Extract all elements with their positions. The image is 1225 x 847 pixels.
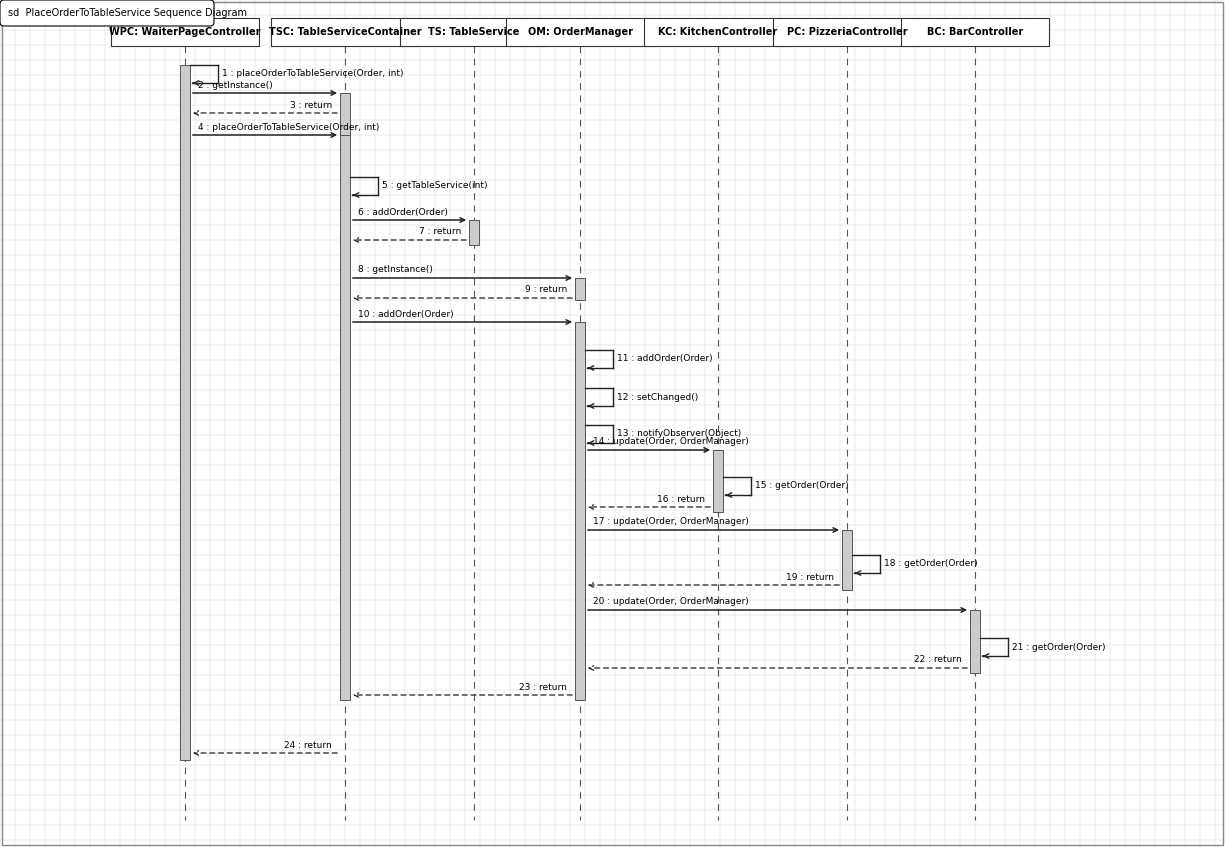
Bar xyxy=(401,18,548,46)
Text: 2 : getInstance(): 2 : getInstance() xyxy=(198,80,273,90)
Text: 21 : getOrder(Order): 21 : getOrder(Order) xyxy=(1012,643,1105,651)
Bar xyxy=(271,18,419,46)
Text: OM: OrderManager: OM: OrderManager xyxy=(528,27,632,37)
Text: 11 : addOrder(Order): 11 : addOrder(Order) xyxy=(617,355,713,363)
Text: 7 : return: 7 : return xyxy=(419,228,461,236)
Text: 3 : return: 3 : return xyxy=(290,101,332,109)
Bar xyxy=(773,18,921,46)
Text: TS: TableService: TS: TableService xyxy=(429,27,519,37)
Text: 19 : return: 19 : return xyxy=(786,573,834,582)
Text: 13 : notifyObserver(Object): 13 : notifyObserver(Object) xyxy=(617,429,741,439)
Text: 6 : addOrder(Order): 6 : addOrder(Order) xyxy=(358,208,448,217)
Text: 4 : placeOrderToTableService(Order, int): 4 : placeOrderToTableService(Order, int) xyxy=(198,123,380,131)
Text: 10 : addOrder(Order): 10 : addOrder(Order) xyxy=(358,309,453,318)
Bar xyxy=(970,610,980,673)
Text: 12 : setChanged(): 12 : setChanged() xyxy=(617,392,698,401)
Bar xyxy=(469,220,479,245)
Text: 22 : return: 22 : return xyxy=(914,656,962,665)
Text: 15 : getOrder(Order): 15 : getOrder(Order) xyxy=(755,481,849,490)
Text: 17 : update(Order, OrderManager): 17 : update(Order, OrderManager) xyxy=(593,518,748,527)
Text: 9 : return: 9 : return xyxy=(524,285,567,295)
Text: 16 : return: 16 : return xyxy=(657,495,706,503)
Text: TSC: TableServiceContainer: TSC: TableServiceContainer xyxy=(268,27,421,37)
Bar xyxy=(111,18,258,46)
Text: 5 : getTableService(int): 5 : getTableService(int) xyxy=(382,181,488,191)
Bar xyxy=(341,93,350,135)
Bar xyxy=(180,65,190,760)
Bar xyxy=(644,18,793,46)
Text: PC: PizzeriaController: PC: PizzeriaController xyxy=(786,27,908,37)
Text: sd  PlaceOrderToTableService Sequence Diagram: sd PlaceOrderToTableService Sequence Dia… xyxy=(9,8,247,18)
FancyBboxPatch shape xyxy=(0,0,214,26)
Text: 18 : getOrder(Order): 18 : getOrder(Order) xyxy=(884,560,978,568)
Bar xyxy=(506,18,654,46)
Bar xyxy=(902,18,1049,46)
Text: 1 : placeOrderToTableService(Order, int): 1 : placeOrderToTableService(Order, int) xyxy=(222,69,403,79)
Text: BC: BarController: BC: BarController xyxy=(927,27,1023,37)
Text: WPC: WaiterPageController: WPC: WaiterPageController xyxy=(109,27,261,37)
Bar xyxy=(575,278,586,300)
Bar xyxy=(575,322,586,700)
Text: 14 : update(Order, OrderManager): 14 : update(Order, OrderManager) xyxy=(593,438,748,446)
Text: 23 : return: 23 : return xyxy=(519,683,567,691)
Text: 8 : getInstance(): 8 : getInstance() xyxy=(358,265,432,274)
Text: 20 : update(Order, OrderManager): 20 : update(Order, OrderManager) xyxy=(593,597,748,606)
Bar xyxy=(842,530,853,590)
Text: KC: KitchenController: KC: KitchenController xyxy=(658,27,778,37)
Text: 24 : return: 24 : return xyxy=(284,740,332,750)
Bar xyxy=(713,450,723,512)
Bar xyxy=(341,135,350,700)
